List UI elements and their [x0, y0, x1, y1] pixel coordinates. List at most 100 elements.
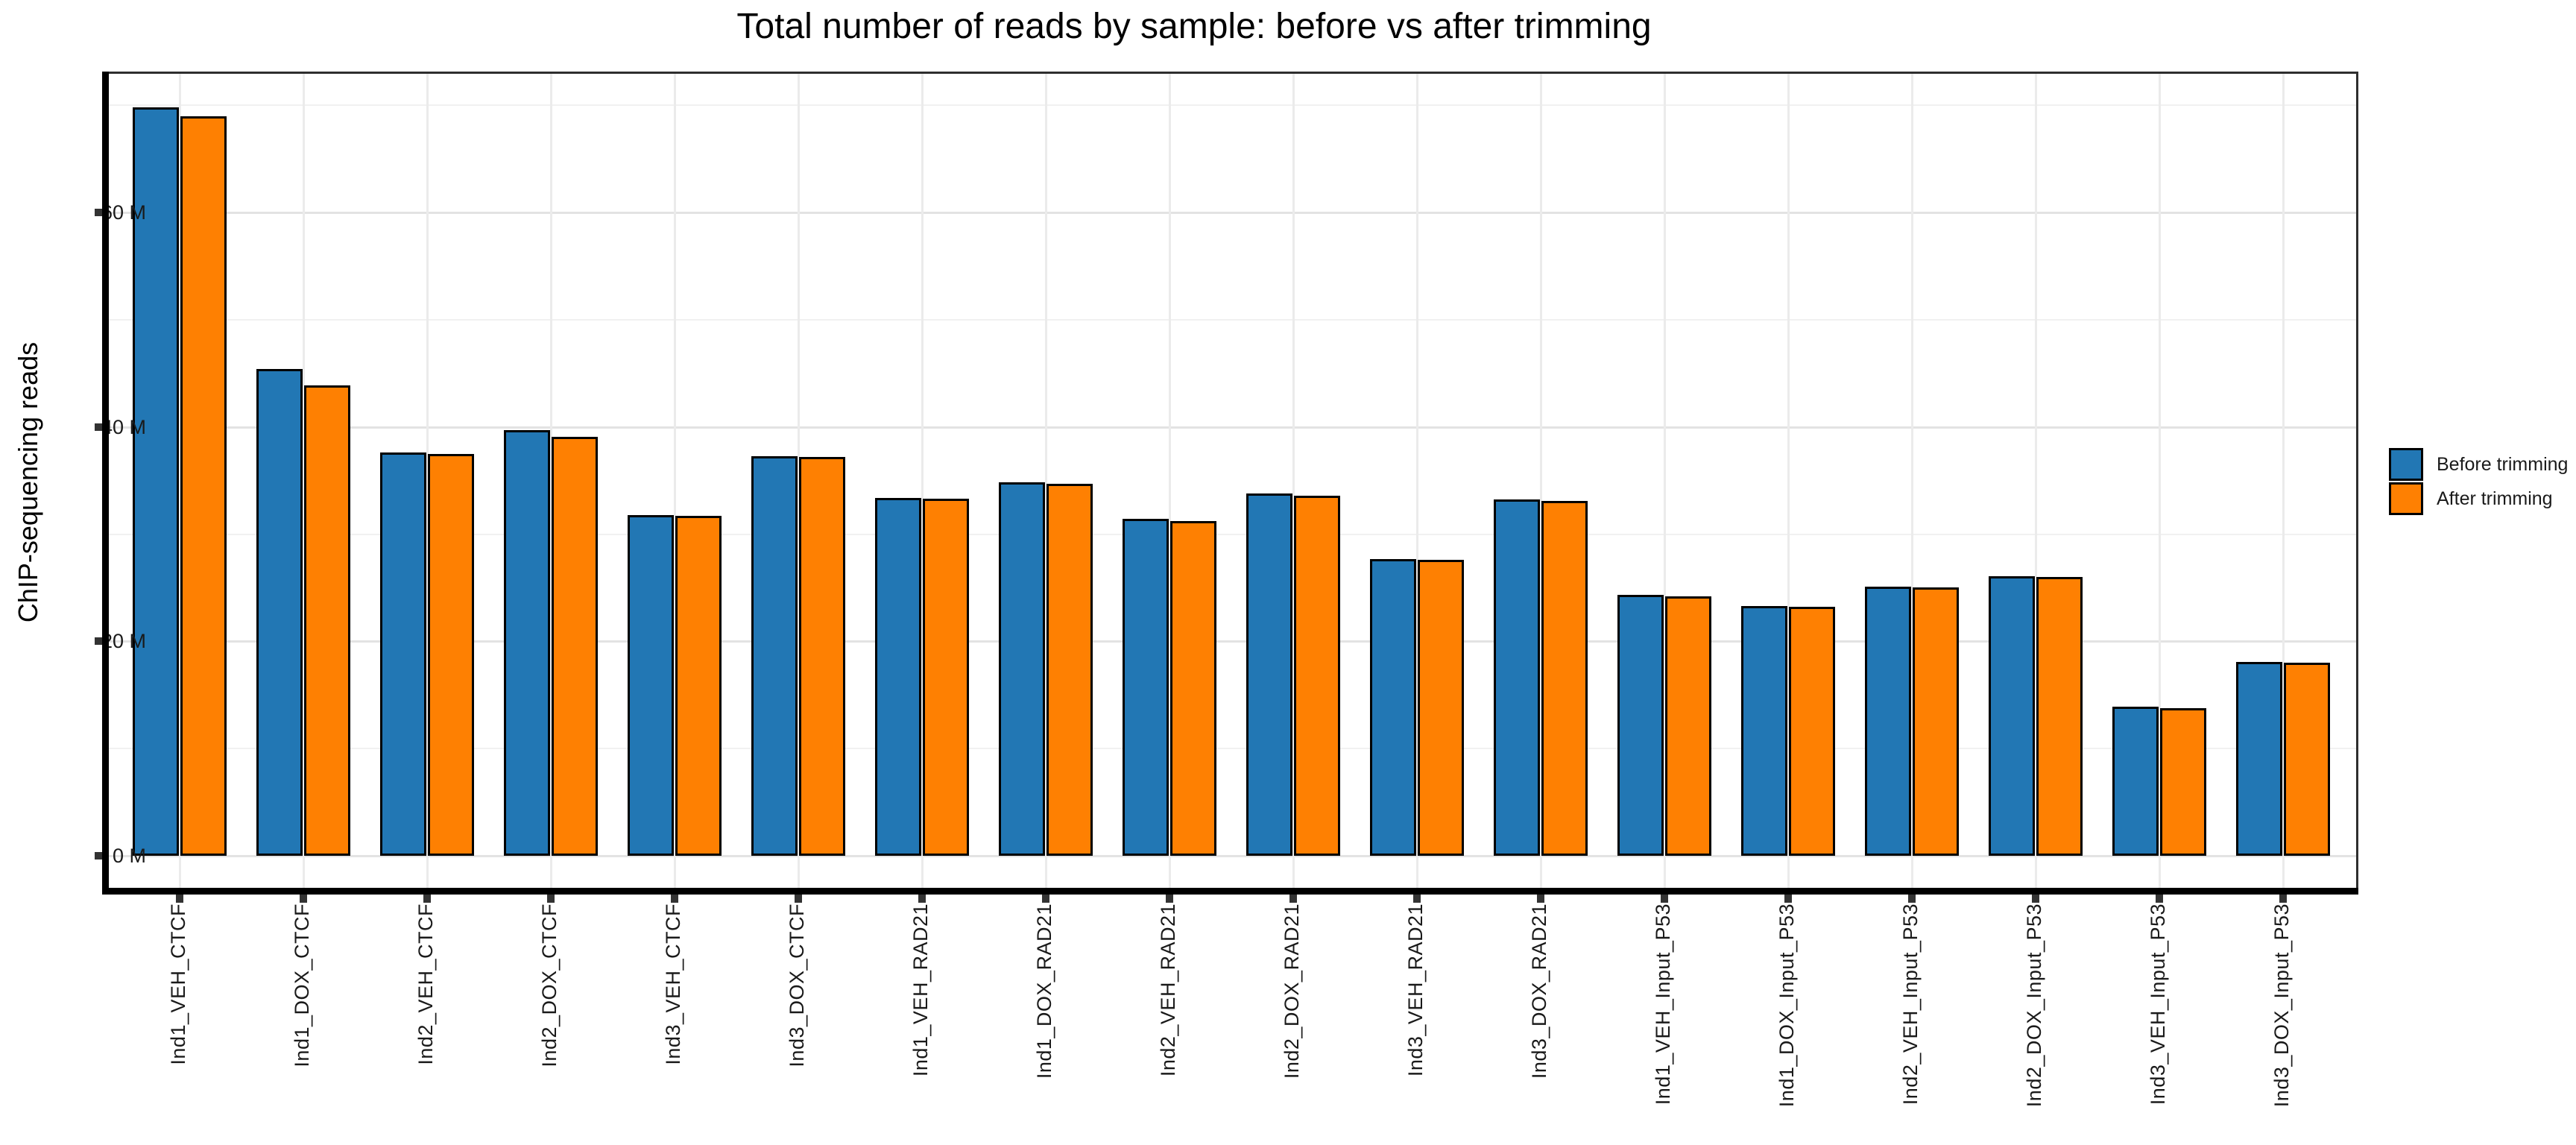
- bar-before-trimming: [1865, 586, 1911, 856]
- gridline-vertical: [1416, 72, 1418, 888]
- x-tick-label: Ind2_VEH_Input_P53: [1899, 903, 1922, 1105]
- x-tick-label: Ind2_VEH_RAD21: [1157, 903, 1179, 1077]
- bar-before-trimming: [256, 369, 303, 856]
- gridline-major-horizontal: [109, 855, 2356, 857]
- x-tick-mark: [1537, 895, 1544, 903]
- bar-after-trimming: [1294, 495, 1340, 856]
- x-tick-label: Ind3_DOX_CTCF: [786, 903, 808, 1067]
- bar-before-trimming: [1617, 595, 1664, 856]
- bar-after-trimming: [1170, 521, 1216, 856]
- y-tick-mark: [95, 637, 103, 646]
- bar-after-trimming: [923, 499, 969, 856]
- x-tick-mark: [176, 895, 183, 903]
- x-tick-label: Ind1_VEH_Input_P53: [1652, 903, 1674, 1105]
- gridline-vertical: [674, 72, 676, 888]
- gridline-minor-horizontal: [109, 748, 2356, 750]
- x-tick-mark: [1908, 895, 1916, 903]
- gridline-minor-horizontal: [109, 533, 2356, 535]
- x-tick-mark: [547, 895, 555, 903]
- bar-after-trimming: [2160, 707, 2206, 856]
- legend-label: Before trimming: [2437, 453, 2569, 475]
- bar-before-trimming: [2236, 661, 2282, 856]
- bar-after-trimming: [2284, 663, 2330, 856]
- bar-before-trimming: [1494, 499, 1540, 856]
- panel-border-right: [2356, 72, 2358, 888]
- x-tick-label: Ind1_DOX_CTCF: [291, 903, 313, 1067]
- x-tick-mark: [2279, 895, 2287, 903]
- x-tick-label: Ind2_VEH_CTCF: [414, 903, 437, 1065]
- gridline-vertical: [550, 72, 552, 888]
- legend-label: After trimming: [2437, 488, 2553, 509]
- x-tick-label: Ind2_DOX_CTCF: [538, 903, 561, 1067]
- legend-swatch-before-trimming: [2389, 448, 2423, 481]
- legend-item-after-trimming: After trimming: [2389, 482, 2568, 515]
- bar-after-trimming: [1913, 587, 1959, 856]
- x-tick-label: Ind2_DOX_RAD21: [1281, 903, 1303, 1079]
- gridline-vertical: [2159, 72, 2161, 888]
- x-tick-mark: [300, 895, 307, 903]
- y-tick-label: 20 M: [101, 630, 146, 653]
- x-tick-label: Ind3_VEH_Input_P53: [2147, 903, 2169, 1105]
- gridline-minor-horizontal: [109, 318, 2356, 321]
- gridline-vertical: [1292, 72, 1295, 888]
- x-tick-mark: [1413, 895, 1421, 903]
- bar-after-trimming: [180, 116, 227, 856]
- bar-before-trimming: [380, 452, 426, 856]
- y-tick-mark: [95, 852, 103, 859]
- y-tick-mark: [95, 209, 103, 217]
- x-tick-mark: [1042, 895, 1049, 903]
- bar-after-trimming: [428, 453, 474, 856]
- bar-after-trimming: [675, 516, 722, 856]
- bar-before-trimming: [1741, 605, 1787, 856]
- bar-before-trimming: [504, 429, 550, 856]
- y-tick-label: 60 M: [101, 201, 146, 224]
- gridline-vertical: [1664, 72, 1666, 888]
- x-tick-label: Ind1_DOX_Input_P53: [1775, 903, 1798, 1108]
- bar-after-trimming: [304, 385, 350, 856]
- x-tick-label: Ind2_DOX_Input_P53: [2023, 903, 2045, 1108]
- x-tick-label: Ind3_VEH_RAD21: [1404, 903, 1427, 1077]
- gridline-vertical: [2035, 72, 2037, 888]
- y-axis-line: [102, 72, 109, 895]
- bar-after-trimming: [1046, 483, 1093, 856]
- x-tick-label: Ind3_VEH_CTCF: [662, 903, 684, 1065]
- x-tick-mark: [1289, 895, 1297, 903]
- gridline-vertical: [1911, 72, 1913, 888]
- y-tick-label: 40 M: [101, 415, 146, 438]
- bar-before-trimming: [999, 482, 1045, 856]
- chart-title: Total number of reads by sample: before …: [736, 7, 1652, 46]
- x-tick-mark: [1661, 895, 1668, 903]
- y-tick-mark: [95, 423, 103, 431]
- y-tick-label: 0 M: [112, 845, 146, 867]
- x-tick-mark: [671, 895, 678, 903]
- gridline-vertical: [1787, 72, 1790, 888]
- bar-before-trimming: [875, 497, 921, 856]
- bar-after-trimming: [552, 436, 598, 856]
- gridline-vertical: [303, 72, 305, 888]
- x-tick-label: Ind1_VEH_CTCF: [167, 903, 189, 1065]
- gridline-major-horizontal: [109, 426, 2356, 429]
- gridline-vertical: [798, 72, 800, 888]
- bar-before-trimming: [133, 107, 179, 856]
- gridline-vertical: [2282, 72, 2285, 888]
- gridline-vertical: [921, 72, 924, 888]
- bar-before-trimming: [628, 514, 674, 856]
- bar-before-trimming: [1246, 493, 1292, 856]
- gridline-vertical: [1045, 72, 1047, 888]
- gridline-vertical: [1169, 72, 1171, 888]
- x-tick-mark: [918, 895, 926, 903]
- x-tick-mark: [795, 895, 802, 903]
- x-tick-label: Ind3_DOX_Input_P53: [2270, 903, 2293, 1108]
- gridline-major-horizontal: [109, 640, 2356, 643]
- x-tick-mark: [423, 895, 431, 903]
- gridline-vertical: [1540, 72, 1542, 888]
- legend: Before trimming After trimming: [2389, 448, 2568, 517]
- gridline-major-horizontal: [109, 212, 2356, 215]
- x-tick-label: Ind1_VEH_RAD21: [909, 903, 932, 1077]
- y-axis-title: ChIP-sequencing reads: [13, 341, 43, 623]
- bar-before-trimming: [1989, 575, 2035, 856]
- gridline-vertical: [426, 72, 429, 888]
- gridline-vertical: [179, 72, 181, 888]
- bar-before-trimming: [1370, 558, 1416, 856]
